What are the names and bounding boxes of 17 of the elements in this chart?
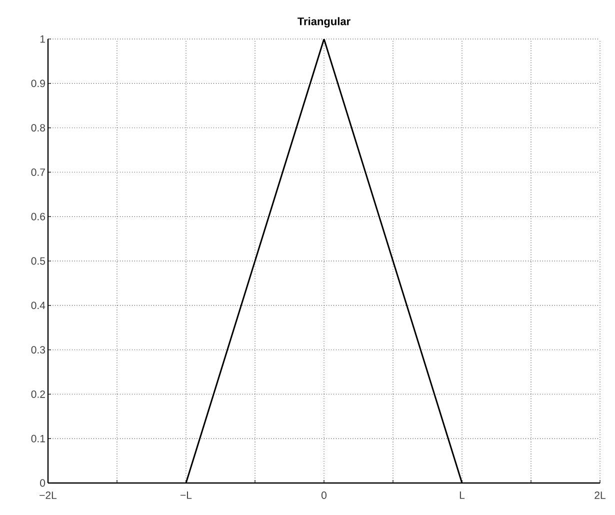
y-tick-label: 0.5 [31, 257, 46, 265]
x-tick-label: −L [180, 492, 192, 499]
y-tick-label: 0 [40, 479, 46, 487]
x-tick-label: 2L [594, 492, 606, 499]
y-tick-label: 0.8 [31, 124, 46, 132]
x-tick-label: −2L [40, 492, 57, 499]
x-tick-label: L [460, 492, 465, 499]
chart-title: Triangular [298, 17, 350, 28]
y-tick-label: 0.6 [31, 212, 46, 220]
y-tick-label: 0.1 [31, 434, 45, 442]
y-tick-label: 0.3 [31, 346, 46, 354]
y-tick-label: 0.9 [31, 80, 45, 88]
y-tick-label: 0.2 [31, 390, 45, 398]
y-tick-label: 0.4 [31, 302, 46, 310]
y-tick-label: 1 [40, 35, 45, 43]
y-tick-label: 0.7 [31, 168, 45, 176]
x-tick-label: 0 [321, 492, 327, 499]
